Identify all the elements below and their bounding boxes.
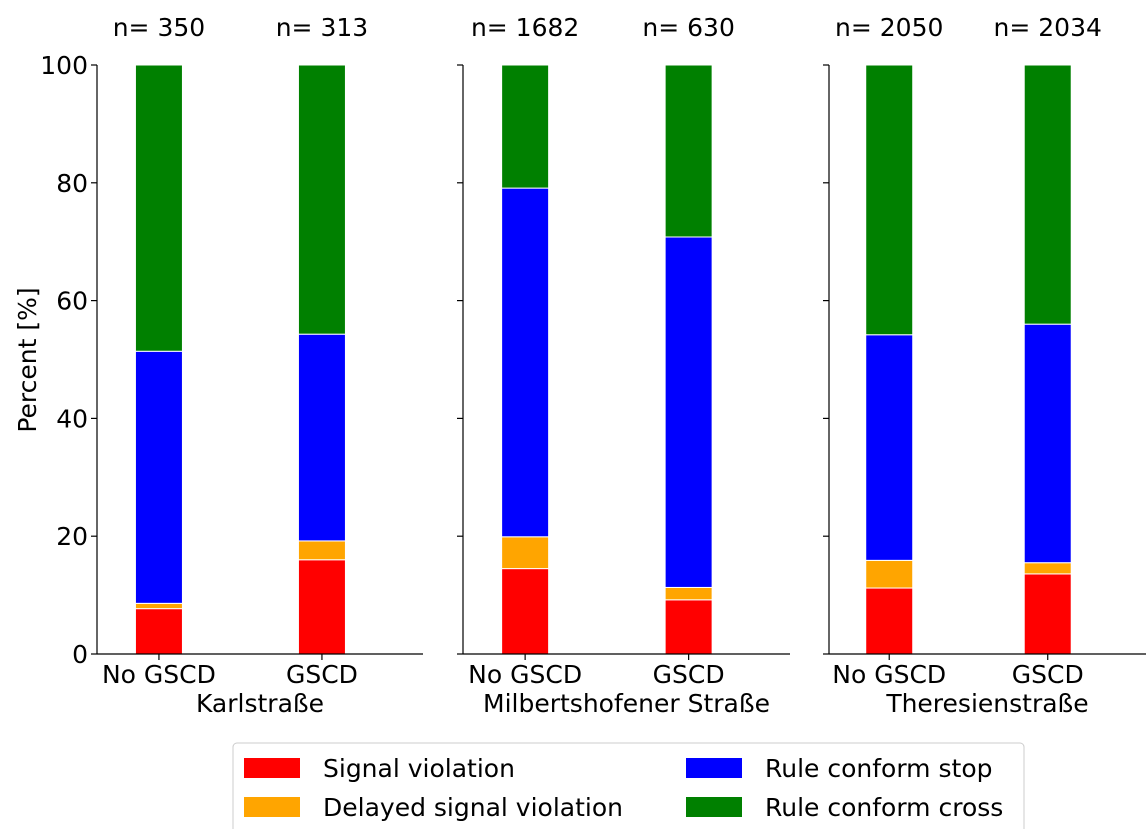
bar-segment [664,236,713,588]
bar-segment [134,608,183,655]
plot-area: No GSCD n= 350 GSCD n= 313 Karlstraße 0 20 40 60… [40,13,1146,718]
y-tick-label: 100 [40,51,88,80]
legend-swatch [244,758,300,778]
panel-1: No GSCD n= 350 GSCD n= 313 Karlstraße 0 20 40 60… [40,13,423,718]
bar-segment [501,64,550,189]
sample-size-label: n= 1682 [471,13,579,42]
category-label: GSCD [653,660,725,689]
bar-segment [1023,64,1072,325]
y-tick-label: 0 [72,640,88,669]
site-label: Karlstraße [196,689,324,718]
y-axis-label: Percent [%] [13,287,42,432]
y-tick-label: 80 [56,169,88,198]
legend-frame [232,742,1025,829]
legend-swatch [244,797,300,817]
y-tick-label: 60 [56,287,88,316]
bar-segment [865,587,914,655]
bar-segment [1023,573,1072,655]
legend-label: Rule conform stop [765,754,992,783]
bar-segment [664,586,713,601]
bar-segment [1023,562,1072,575]
bar-segment [297,64,346,335]
bar-segment [297,333,346,542]
legend-label: Signal violation [323,754,515,783]
category-label: No GSCD [102,660,216,689]
bar-segment [865,64,914,336]
legend-label: Delayed signal violation [323,793,623,822]
category-label: GSCD [1012,660,1084,689]
bar-segment [134,64,183,352]
legend-swatch [686,797,742,817]
bar-segment [865,559,914,589]
category-label: GSCD [286,660,358,689]
y-tick-label: 40 [56,404,88,433]
sample-size-label: n= 2034 [994,13,1102,42]
bar-segment [501,187,550,538]
site-label: Theresienstraße [885,689,1088,718]
panel-3: No GSCD n= 2050 GSCD n= 2034 Theresienstraße [823,13,1146,718]
y-tick-label: 20 [56,522,88,551]
bar-segment [664,64,713,238]
bar-segment [134,350,183,604]
bar-segment [1023,323,1072,564]
sample-size-label: n= 630 [642,13,734,42]
bar-segment [664,599,713,655]
category-label: No GSCD [468,660,582,689]
bar-segment [501,568,550,655]
category-label: No GSCD [832,660,946,689]
bar-segment [501,536,550,570]
sample-size-label: n= 313 [276,13,368,42]
site-label: Milbertshofener Straße [483,689,770,718]
bar-segment [865,334,914,561]
legend-swatch [686,758,742,778]
legend: Signal violation Delayed signal violation… [232,742,1025,829]
legend-label: Rule conform cross [765,793,1003,822]
bar-segment [134,602,183,610]
bar-segment [297,559,346,655]
panel-2: No GSCD n= 1682 GSCD n= 630 Milbertshofener … [457,13,790,718]
sample-size-label: n= 350 [113,13,205,42]
sample-size-label: n= 2050 [835,13,943,42]
bar-segment [297,540,346,561]
